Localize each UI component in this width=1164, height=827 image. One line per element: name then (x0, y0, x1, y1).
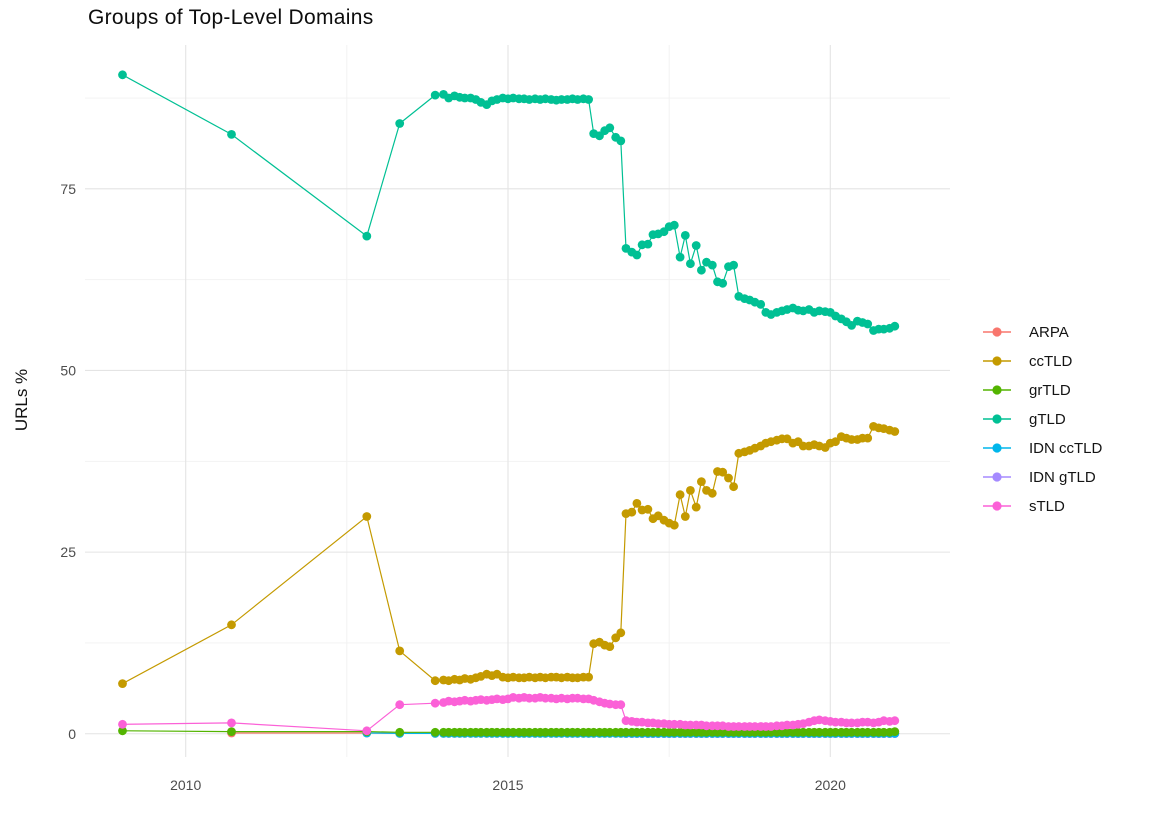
series-point-gTLD (756, 300, 766, 309)
legend-item-IDN-gTLD: IDN gTLD (982, 467, 1102, 487)
y-axis-title: URLs % (12, 368, 31, 432)
series-point-sTLD (395, 700, 405, 710)
legend-item-ARPA: ARPA (982, 322, 1102, 342)
series-point-ccTLD (118, 679, 127, 688)
legend-key-icon (983, 327, 1011, 337)
series-point-gTLD (632, 250, 642, 260)
legend-key-icon (983, 443, 1011, 453)
series-point-ccTLD (718, 467, 728, 477)
series-point-sTLD (890, 716, 900, 726)
series-line-gTLD (122, 74, 896, 332)
series-line-ccTLD (122, 425, 895, 685)
series-point-grTLD (890, 727, 900, 736)
series-point-gTLD (691, 241, 701, 250)
y-tick-label: 25 (60, 544, 76, 560)
series-point-sTLD (430, 698, 440, 708)
legend-label: ccTLD (1029, 352, 1073, 370)
series-point-grTLD (118, 726, 127, 736)
series-point-sTLD (616, 700, 626, 710)
y-tick-label: 0 (68, 726, 76, 742)
legend-item-ccTLD: ccTLD (982, 351, 1102, 371)
series-point-sTLD (362, 726, 372, 736)
legend-item-grTLD: grTLD (982, 380, 1102, 400)
legend-label: grTLD (1029, 381, 1071, 399)
series-point-grTLD (395, 727, 405, 737)
series-point-gTLD (605, 123, 615, 133)
series-point-ccTLD (616, 628, 626, 638)
series-point-ccTLD (890, 427, 900, 436)
series-point-gTLD (718, 278, 728, 288)
x-tick-label: 2010 (170, 777, 201, 793)
series-point-grTLD (227, 727, 236, 736)
series-point-ccTLD (831, 437, 840, 447)
legend-label: IDN ccTLD (1029, 439, 1103, 457)
series-point-grTLD (430, 727, 440, 737)
series-point-ccTLD (632, 499, 642, 508)
series-point-gTLD (729, 260, 738, 270)
series-point-gTLD (890, 321, 900, 331)
series-point-gTLD (227, 130, 236, 139)
series-point-gTLD (118, 70, 127, 80)
series-point-gTLD (669, 220, 679, 230)
series-point-ccTLD (362, 512, 372, 521)
series-point-gTLD (584, 95, 593, 104)
legend: ARPA ccTLD grTLD gTLD IDN ccTLD IDN gTLD sTLD (982, 322, 1102, 516)
series-point-gTLD (697, 265, 706, 275)
series-point-ccTLD (724, 473, 733, 483)
series-point-ccTLD (669, 520, 679, 530)
legend-key-icon (983, 414, 1011, 424)
x-tick-label: 2015 (492, 777, 523, 793)
series-point-ccTLD (430, 676, 440, 686)
series-point-gTLD (362, 231, 372, 241)
series-point-ccTLD (643, 504, 653, 514)
series-point-gTLD (680, 231, 690, 240)
series-point-ccTLD (691, 502, 701, 512)
series-point-gTLD (863, 319, 873, 329)
series-point-ccTLD (627, 507, 637, 517)
legend-key-icon (983, 385, 1011, 395)
y-tick-label: 50 (60, 362, 76, 378)
legend-label: gTLD (1029, 410, 1066, 428)
series-point-sTLD (227, 718, 236, 728)
series-point-gTLD (643, 239, 653, 249)
legend-key-icon (983, 356, 1011, 366)
series-point-gTLD (430, 90, 440, 100)
legend-label: ARPA (1029, 323, 1069, 341)
legend-key-icon (983, 472, 1011, 482)
series-point-ccTLD (686, 486, 695, 495)
series-point-ccTLD (729, 482, 738, 492)
series-point-ccTLD (863, 433, 873, 443)
series-point-ccTLD (605, 642, 615, 651)
series-point-ccTLD (680, 512, 690, 521)
legend-item-sTLD: sTLD (982, 496, 1102, 516)
x-tick-label: 2020 (815, 777, 846, 793)
legend-item-gTLD: gTLD (982, 409, 1102, 429)
series-point-sTLD (118, 719, 127, 729)
legend-label: IDN gTLD (1029, 468, 1096, 486)
series-point-gTLD (675, 252, 685, 262)
series-point-gTLD (616, 136, 626, 146)
series-point-ccTLD (675, 490, 685, 500)
series-point-ccTLD (707, 488, 717, 498)
series-point-gTLD (395, 119, 405, 128)
legend-key-icon (983, 501, 1011, 511)
chart-title: Groups of Top-Level Domains (88, 6, 374, 29)
legend-item-IDN-ccTLD: IDN ccTLD (982, 438, 1102, 458)
series-point-ccTLD (697, 477, 706, 486)
series-point-ccTLD (584, 672, 593, 682)
y-tick-label: 75 (60, 181, 76, 197)
legend-label: sTLD (1029, 497, 1065, 515)
series-point-ccTLD (395, 646, 405, 656)
series-point-gTLD (707, 260, 717, 270)
series-point-ccTLD (227, 620, 236, 630)
series-point-gTLD (686, 259, 695, 269)
